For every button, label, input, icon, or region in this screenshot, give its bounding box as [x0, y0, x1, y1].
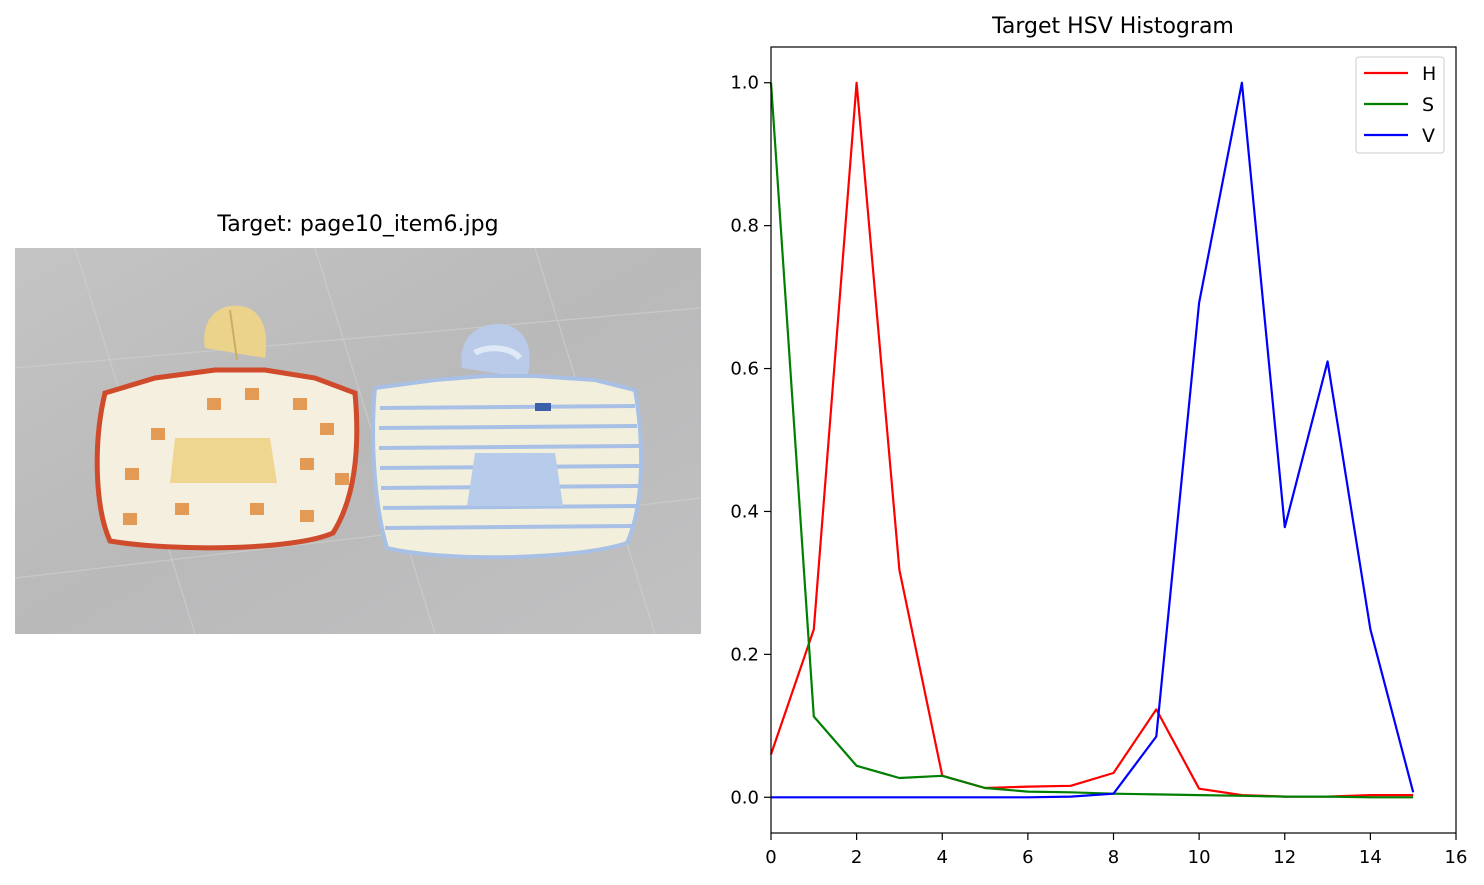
legend-label-v: V [1422, 125, 1435, 147]
x-tick-label: 0 [765, 847, 776, 868]
y-tick-label: 0.2 [730, 644, 759, 665]
blue-poncho [371, 323, 644, 560]
legend-label-h: H [1422, 63, 1436, 85]
legend-label-s: S [1422, 94, 1434, 116]
x-tick-label: 8 [1108, 847, 1119, 868]
yellow-poncho [94, 305, 360, 551]
x-tick-label: 6 [1022, 847, 1033, 868]
legend: HSV [1355, 56, 1445, 154]
x-tick-label: 10 [1188, 847, 1211, 868]
y-tick-label: 0.0 [730, 787, 759, 808]
x-tick-label: 14 [1359, 847, 1382, 868]
target-photo [15, 248, 701, 634]
y-tick-label: 1.0 [730, 73, 759, 94]
chart-title: Target HSV Histogram [991, 14, 1234, 39]
series-line-h [769, 81, 1414, 798]
series-line-v [771, 81, 1415, 799]
y-tick-label: 0.8 [730, 216, 759, 237]
plot-frame [770, 46, 1457, 834]
x-tick-label: 2 [851, 847, 862, 868]
x-tick-label: 4 [937, 847, 948, 868]
x-tick-label: 12 [1273, 847, 1296, 868]
x-tick-label: 16 [1445, 847, 1468, 868]
image-title: Target: page10_item6.jpg [217, 212, 499, 237]
y-tick-label: 0.4 [730, 501, 759, 522]
series-line-s [769, 82, 1414, 799]
y-tick-label: 0.6 [730, 359, 759, 380]
